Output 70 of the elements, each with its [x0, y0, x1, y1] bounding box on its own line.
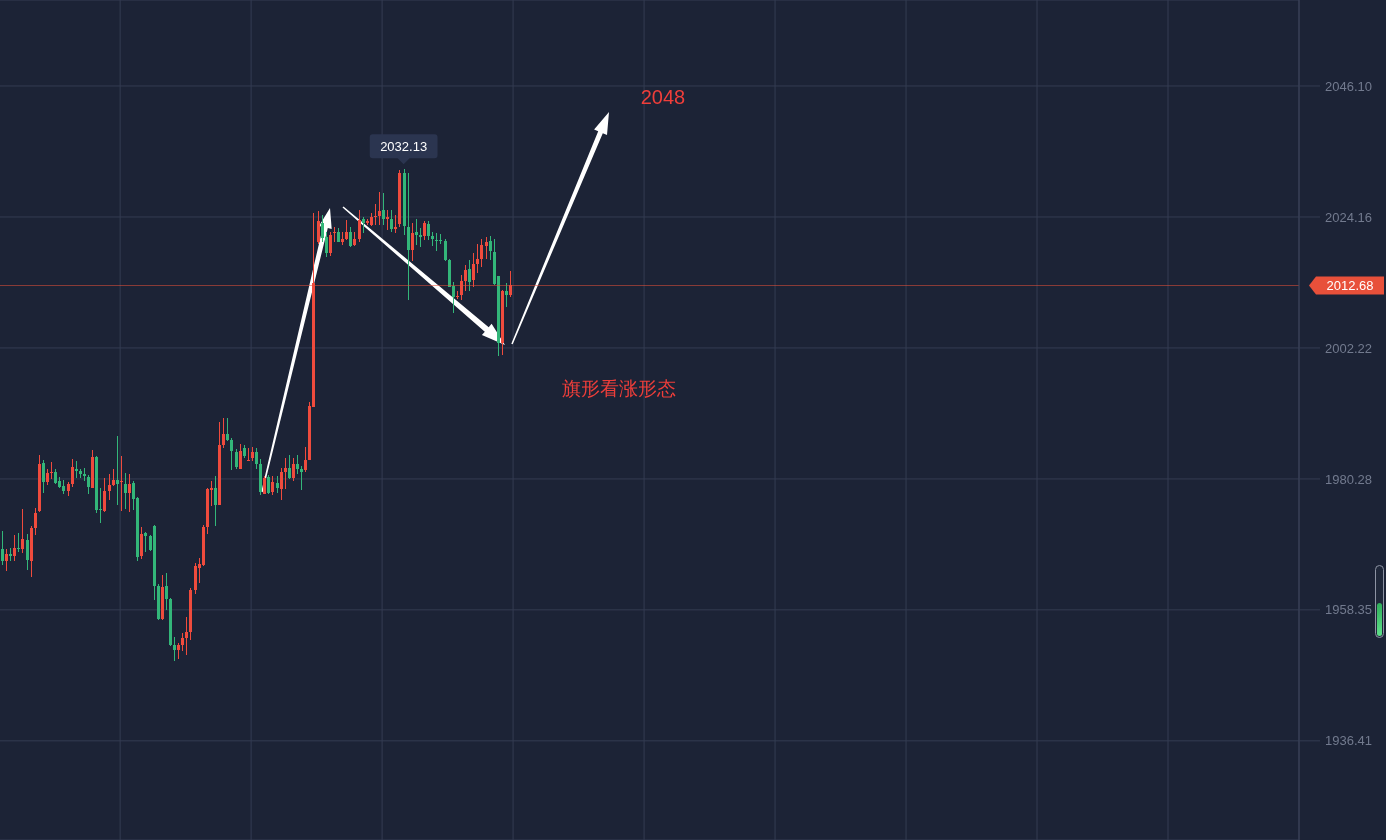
- y-tick-label: 1980.28: [1325, 471, 1372, 487]
- candlestick: [300, 465, 303, 491]
- candlestick: [288, 454, 291, 480]
- candlestick: [5, 548, 8, 572]
- candlestick: [34, 507, 37, 536]
- candlestick: [505, 282, 508, 308]
- candlestick: [345, 219, 348, 241]
- annotation: 2048: [640, 85, 686, 109]
- candlestick: [468, 259, 471, 292]
- candlestick: [144, 531, 147, 553]
- candlestick: [165, 572, 168, 611]
- candlestick: [140, 526, 143, 560]
- candlestick: [124, 472, 127, 510]
- candlestick: [280, 467, 283, 501]
- candlestick: [378, 191, 381, 226]
- candlestick: [13, 534, 16, 562]
- y-tick-label: 2046.10: [1325, 78, 1372, 94]
- candlestick: [485, 236, 488, 260]
- candlestick: [407, 172, 410, 301]
- candlestick: [472, 252, 475, 288]
- candlestick: [116, 435, 119, 506]
- y-tick-label: 1958.35: [1325, 602, 1372, 618]
- annotation: 2032.13: [380, 138, 428, 154]
- candlestick: [103, 477, 106, 513]
- candlestick: [349, 226, 352, 248]
- y-tick-label: 2024.16: [1325, 209, 1372, 225]
- candlestick: [42, 459, 45, 494]
- candlestick: [411, 222, 414, 262]
- candlestick: [480, 238, 483, 268]
- candlestick: [222, 417, 225, 449]
- candlestick: [71, 458, 74, 488]
- candlestick: [267, 474, 270, 495]
- candlestick: [128, 473, 131, 513]
- candlestick: [1, 530, 4, 566]
- candlestick: [358, 209, 361, 243]
- candlestick: [87, 474, 90, 495]
- candlestick: [292, 457, 295, 482]
- candlestick: [194, 562, 197, 595]
- candlestick: [226, 417, 229, 442]
- annotation: 旗形看涨形态: [562, 378, 676, 400]
- y-tick-label: 2002.22: [1325, 340, 1372, 356]
- candlestick: [489, 235, 492, 261]
- candlestick: [173, 636, 176, 662]
- candlestick: [464, 264, 467, 292]
- candlestick: [185, 616, 188, 656]
- candlestick: [382, 192, 385, 226]
- ref-line-label: 2012.68: [1326, 278, 1374, 294]
- candlestick: [317, 210, 320, 245]
- candlestick: [214, 475, 217, 527]
- candlestick: [509, 270, 512, 298]
- candlestick: [239, 443, 242, 470]
- candlestick: [21, 508, 24, 554]
- candlestick: [108, 473, 111, 501]
- candlestick: [26, 533, 29, 571]
- candlestick: [423, 220, 426, 241]
- candlestick: [419, 227, 422, 248]
- candlestick: [296, 454, 299, 475]
- candlestick: [460, 274, 463, 301]
- candlestick: [255, 447, 258, 470]
- candlestick: [390, 209, 393, 233]
- candlestick: [271, 475, 274, 496]
- candlestick: [235, 448, 238, 470]
- candlestick: [230, 437, 233, 471]
- candlestick: [329, 231, 332, 257]
- y-tick-label: 1936.41: [1325, 733, 1372, 749]
- candlestick: [284, 457, 287, 490]
- candlestick: [427, 220, 430, 241]
- candlestick: [476, 243, 479, 274]
- candlestick: [444, 238, 447, 262]
- candlestick: [304, 446, 307, 473]
